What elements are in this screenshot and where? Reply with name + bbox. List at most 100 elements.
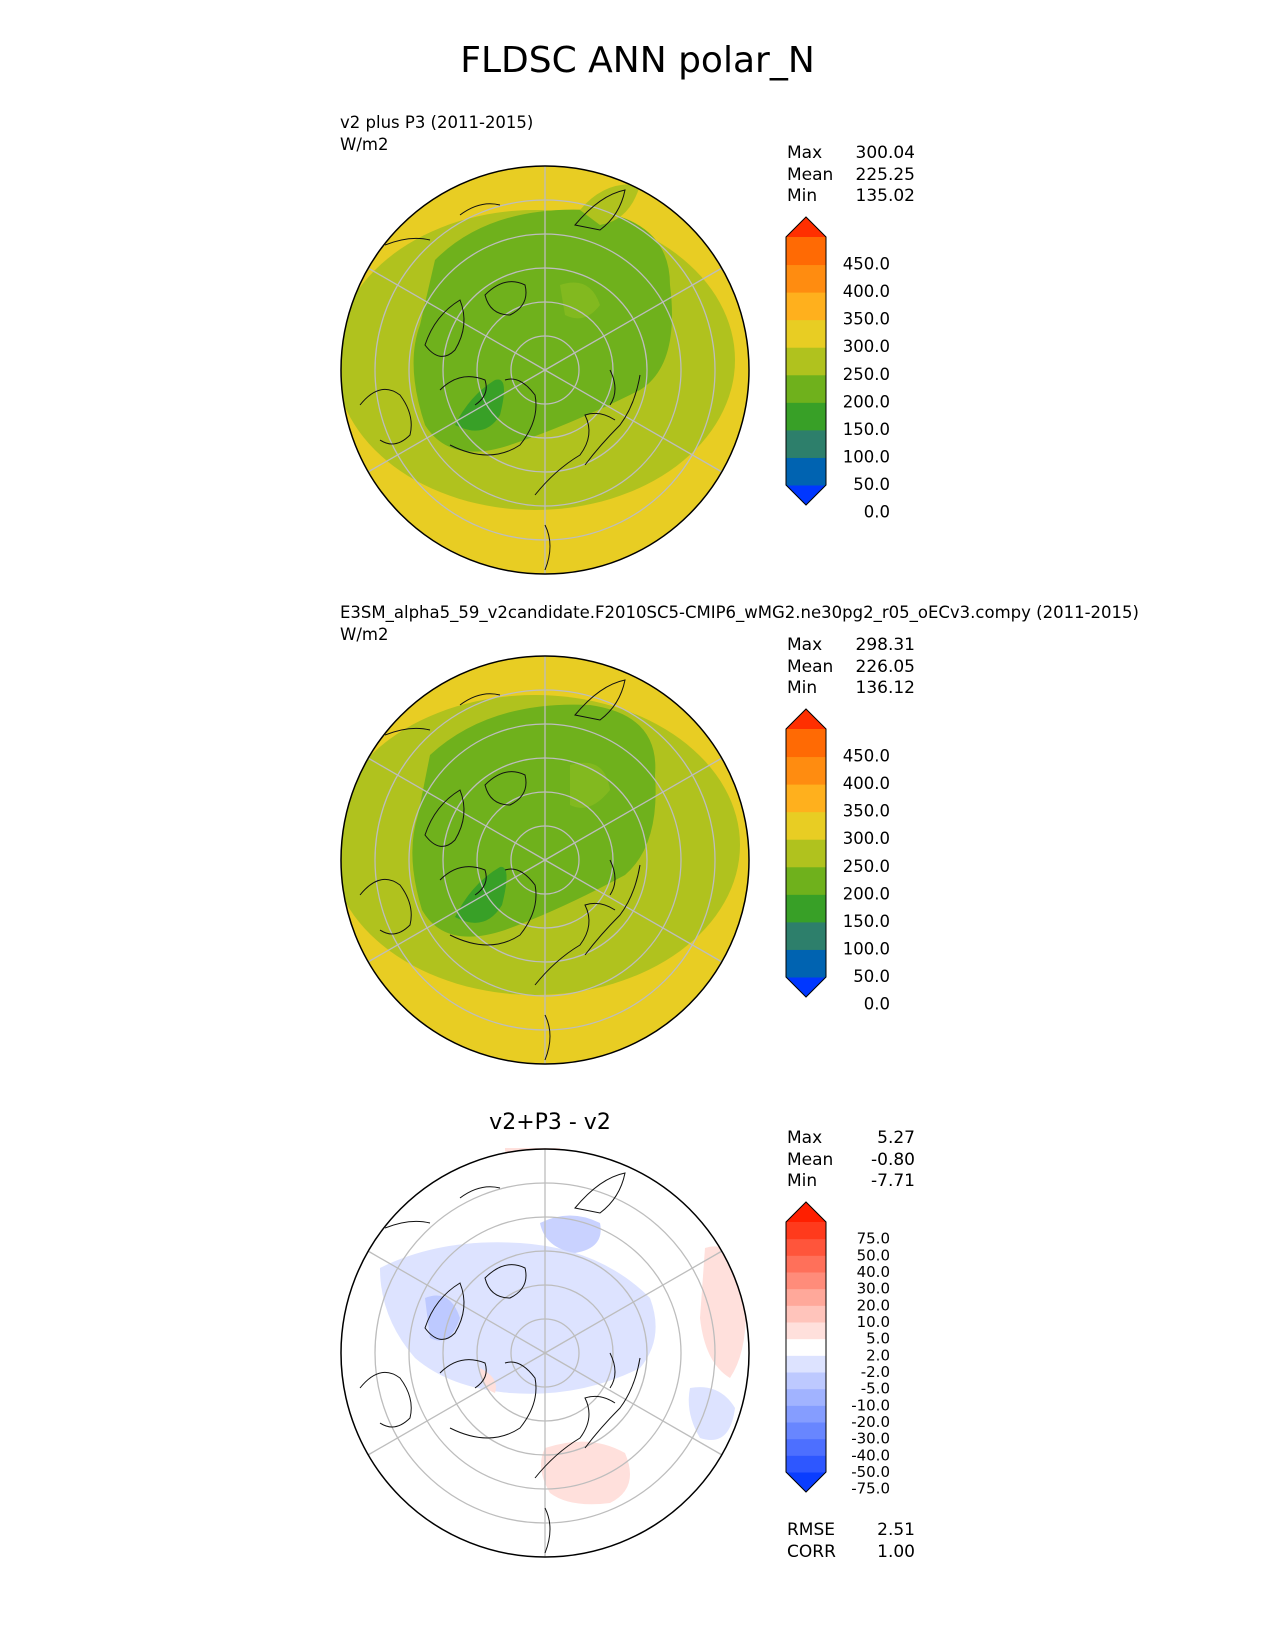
colorbar-tick-label: -40.0 (851, 1446, 890, 1464)
colorbar-swatch (786, 949, 826, 978)
panel-2-colorbar: 450.0 400.0 350.0 300.0 250.0 200.0 150.0 100.0… (785, 708, 890, 1012)
colorbar-tick-label: 300.0 (843, 337, 890, 356)
colorbar-swatch (786, 1222, 826, 1240)
colorbar-tick-label: 250.0 (843, 857, 890, 876)
colorbar-tick-label: 450.0 (843, 255, 890, 274)
colorbar-swatch (786, 402, 826, 431)
colorbar-swatch (786, 1322, 826, 1340)
colorbar-tick-label: 5.0 (866, 1330, 890, 1348)
colorbar-swatch (786, 1272, 826, 1290)
colorbar-tick-label: 75.0 (857, 1230, 890, 1248)
colorbar-swatch (786, 1422, 826, 1440)
colorbar-tick-label: -30.0 (851, 1430, 890, 1448)
colorbar-swatch (786, 784, 826, 813)
colorbar-tick-label: 2.0 (866, 1346, 890, 1364)
colorbar-tick-label: 400.0 (843, 774, 890, 793)
colorbar-tick-label: 50.0 (857, 1246, 890, 1264)
panel-2-stats: Max 298.31 Mean 226.05 Min 136.12 (787, 635, 915, 698)
colorbar-swatch (786, 319, 826, 348)
panel-3-corr: 1.00 (877, 1541, 915, 1562)
panel-1-title: v2 plus P3 (2011-2015) (340, 113, 534, 132)
panel-3-title: v2+P3 - v2 (489, 1110, 611, 1135)
colorbar-extend-min (786, 977, 826, 997)
colorbar-extend-min (786, 485, 826, 505)
colorbar-tick-label: 250.0 (843, 365, 890, 384)
colorbar-tick-label: 350.0 (843, 310, 890, 329)
panel-1-stats: Max 300.04 Mean 225.25 Min 135.02 (787, 143, 915, 206)
colorbar-swatch (786, 457, 826, 486)
colorbar-tick-label: 350.0 (843, 802, 890, 821)
colorbar-extend-min (786, 1472, 826, 1492)
panel-3-min: -7.71 (871, 1171, 915, 1191)
panel-1-map (340, 165, 750, 575)
colorbar-tick-label: 50.0 (853, 475, 890, 494)
colorbar-tick-label: 300.0 (843, 829, 890, 848)
colorbar-outline (785, 708, 827, 998)
colorbar-swatch (786, 1388, 826, 1406)
colorbar-extend-max (786, 709, 826, 729)
panel-1-min: 135.02 (855, 186, 915, 206)
panel-1-units: W/m2 (340, 135, 389, 154)
figure-title: FLDSC ANN polar_N (460, 40, 815, 81)
colorbar-tick-label: 200.0 (843, 884, 890, 903)
panel-3-max: 5.27 (877, 1128, 915, 1148)
panel-1-max: 300.04 (855, 143, 915, 163)
colorbar-swatch (786, 729, 826, 758)
panel-1-colorbar: 450.0 400.0 350.0 300.0 250.0 200.0 150.0 100.0… (785, 216, 890, 520)
colorbar-swatch (786, 1372, 826, 1390)
colorbar-tick-label: -10.0 (851, 1396, 890, 1414)
colorbar-swatch (786, 374, 826, 403)
colorbar-swatch (786, 1238, 826, 1256)
panel-2-mean: 226.05 (855, 656, 915, 677)
colorbar-swatch (786, 866, 826, 895)
panel-3-map (340, 1148, 750, 1558)
colorbar-swatch (786, 292, 826, 321)
panel-3-colorbar: 75.050.040.030.020.010.05.02.0-2.0-5.0-1… (785, 1201, 890, 1498)
colorbar-swatch (786, 1255, 826, 1273)
colorbar-extend-max (786, 217, 826, 237)
panel-3-mean: -0.80 (871, 1149, 915, 1170)
colorbar-tick-label: 30.0 (857, 1280, 890, 1298)
panel-3-metrics: RMSE 2.51 CORR 1.00 (787, 1520, 915, 1562)
colorbar-swatch (786, 894, 826, 923)
panel-2-min: 136.12 (855, 678, 915, 698)
panel-2-title: E3SM_alpha5_59_v2candidate.F2010SC5-CMIP… (340, 603, 1139, 622)
colorbar-swatch (786, 921, 826, 950)
colorbar-tick-label: -20.0 (851, 1413, 890, 1431)
colorbar-swatch (786, 1338, 826, 1356)
colorbar-tick-label: 450.0 (843, 747, 890, 766)
colorbar-swatch (786, 1288, 826, 1306)
panel-3-stats: Max 5.27 Mean -0.80 Min -7.71 (787, 1128, 915, 1191)
colorbar-swatch (786, 839, 826, 868)
colorbar-tick-label: 150.0 (843, 420, 890, 439)
panel-2-units: W/m2 (340, 625, 389, 644)
colorbar-swatch (786, 1305, 826, 1323)
colorbar-tick-label: -5.0 (861, 1380, 890, 1398)
colorbar-tick-label: -75.0 (851, 1480, 890, 1498)
colorbar-tick-label: 50.0 (853, 967, 890, 986)
colorbar-tick-label: 150.0 (843, 912, 890, 931)
colorbar-swatch (786, 429, 826, 458)
colorbar-extend-max (786, 1202, 826, 1222)
colorbar-outline (785, 1201, 827, 1493)
colorbar-tick-label: 20.0 (857, 1296, 890, 1314)
colorbar-swatch (786, 237, 826, 266)
colorbar-tick-label: 200.0 (843, 392, 890, 411)
colorbar-tick-label: 100.0 (843, 447, 890, 466)
colorbar-tick-label: 40.0 (857, 1263, 890, 1281)
colorbar-swatch (786, 1455, 826, 1473)
colorbar-swatch (786, 264, 826, 293)
colorbar-tick-label: 0.0 (864, 503, 890, 520)
colorbar-tick-label: 10.0 (857, 1313, 890, 1331)
colorbar-tick-label: -50.0 (851, 1463, 890, 1481)
colorbar-tick-label: -2.0 (861, 1363, 890, 1381)
colorbar-swatch (786, 1355, 826, 1373)
colorbar-swatch (786, 1405, 826, 1423)
colorbar-swatch (786, 347, 826, 376)
panel-1-mean: 225.25 (855, 164, 915, 185)
colorbar-tick-label: 400.0 (843, 282, 890, 301)
colorbar-outline (785, 216, 827, 506)
panel-2-max: 298.31 (855, 635, 915, 655)
colorbar-tick-label: 100.0 (843, 939, 890, 958)
panel-3-rmse: 2.51 (877, 1520, 915, 1540)
